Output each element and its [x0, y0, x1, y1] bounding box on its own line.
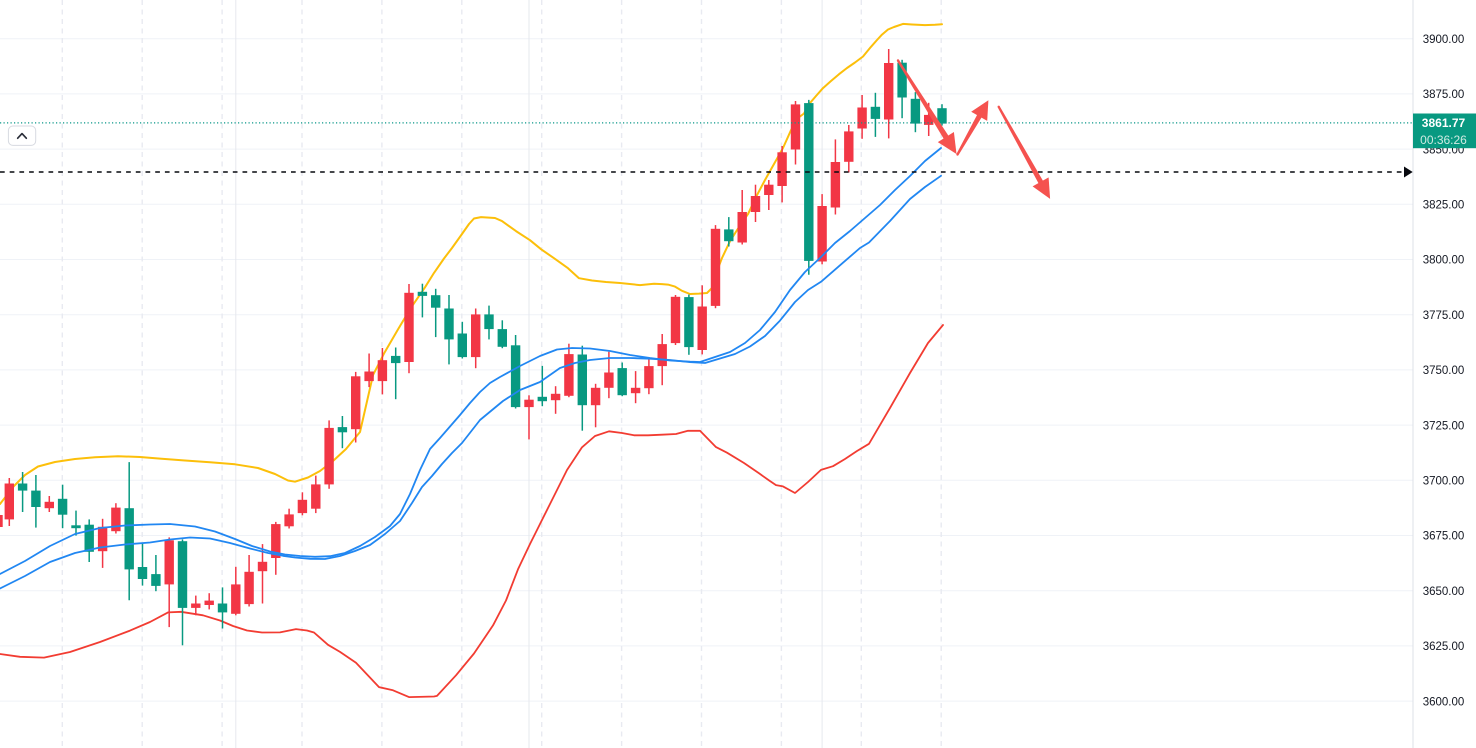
- svg-text:3700.00: 3700.00: [1423, 476, 1465, 488]
- svg-text:3861.77: 3861.77: [1422, 116, 1466, 130]
- svg-text:3725.00: 3725.00: [1423, 420, 1465, 432]
- svg-text:3675.00: 3675.00: [1423, 531, 1465, 543]
- svg-text:3900.00: 3900.00: [1423, 34, 1465, 46]
- svg-text:00:36:26: 00:36:26: [1420, 133, 1467, 147]
- svg-text:3625.00: 3625.00: [1423, 641, 1465, 653]
- svg-text:3825.00: 3825.00: [1423, 200, 1465, 212]
- svg-text:3775.00: 3775.00: [1423, 310, 1465, 322]
- svg-text:3800.00: 3800.00: [1423, 255, 1465, 267]
- svg-text:3650.00: 3650.00: [1423, 586, 1465, 598]
- svg-text:3875.00: 3875.00: [1423, 89, 1465, 101]
- svg-text:3750.00: 3750.00: [1423, 365, 1465, 377]
- svg-text:3600.00: 3600.00: [1423, 696, 1465, 708]
